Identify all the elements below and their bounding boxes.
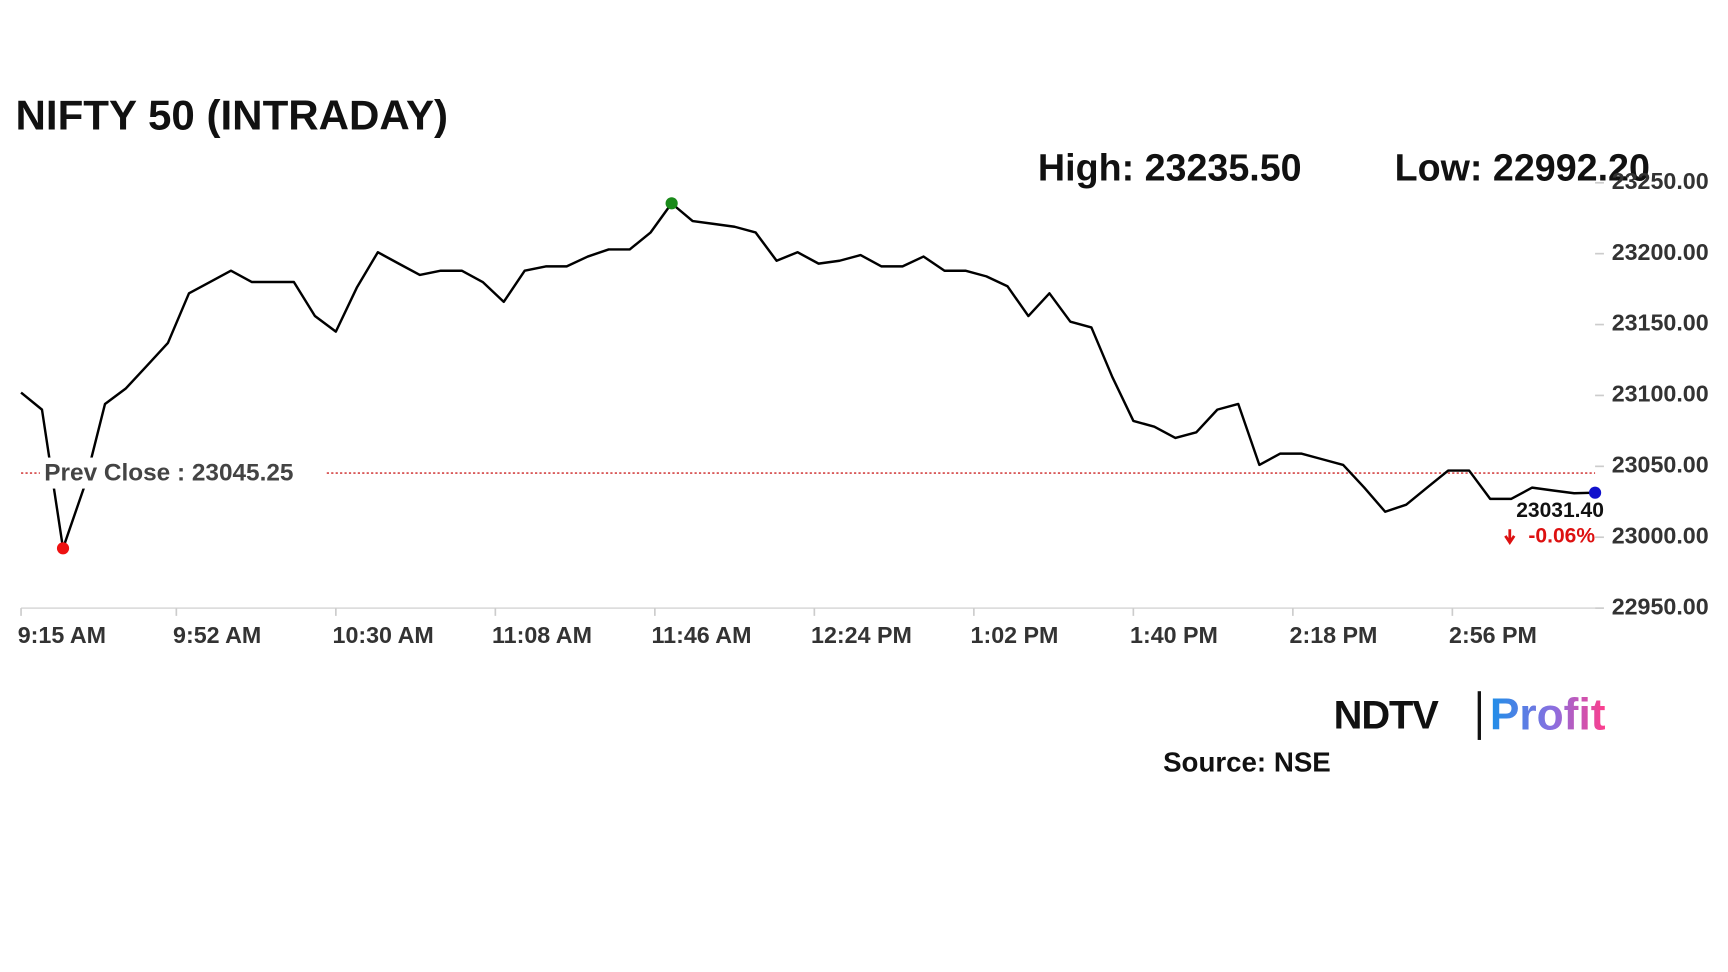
x-tick-label: 9:52 AM [173,622,261,648]
price-line [20,202,1596,550]
y-tick-label: 22950.00 [1612,593,1709,619]
x-tick-label: 11:08 AM [492,622,592,648]
y-tick-label: 23150.00 [1612,310,1709,336]
x-tick-label: 1:40 PM [1130,622,1218,648]
x-tick-label: 2:56 PM [1449,622,1537,648]
prev-close-label: Prev Close : 23045.25 [44,460,293,487]
x-tick-label: 11:46 AM [652,622,752,648]
y-tick-label: 23050.00 [1612,451,1709,477]
high-marker [665,197,678,210]
last-marker [1588,486,1602,499]
change-label: -0.06% [1528,525,1595,548]
x-tick-label: 1:02 PM [971,622,1059,648]
y-tick-label: 23000.00 [1612,522,1709,548]
prev-close-bg [39,457,326,489]
x-tick-label: 9:15 AM [18,622,106,648]
last-value-label: 23031.40 [1516,499,1604,522]
y-tick-label: 23100.00 [1612,381,1709,407]
low-label: Low: 22992.20 [1395,147,1650,189]
low-marker [56,542,70,555]
logo-ndtv: NDTV [1334,693,1440,737]
change-arrow [1504,529,1516,546]
source: Source: NSE [1163,747,1331,778]
high-label: High: 23235.50 [1038,147,1302,189]
y-tick-label: 23200.00 [1612,239,1709,265]
x-tick-label: 2:18 PM [1290,622,1378,648]
logo-profit: Profit [1490,690,1606,739]
x-tick-label: 12:24 PM [811,622,912,648]
x-tick-label: 10:30 AM [333,622,434,648]
y-tick-label: 23250.00 [1612,168,1709,194]
logo-divider [1477,691,1481,740]
chart-title: NIFTY 50 (INTRADAY) [16,92,449,139]
